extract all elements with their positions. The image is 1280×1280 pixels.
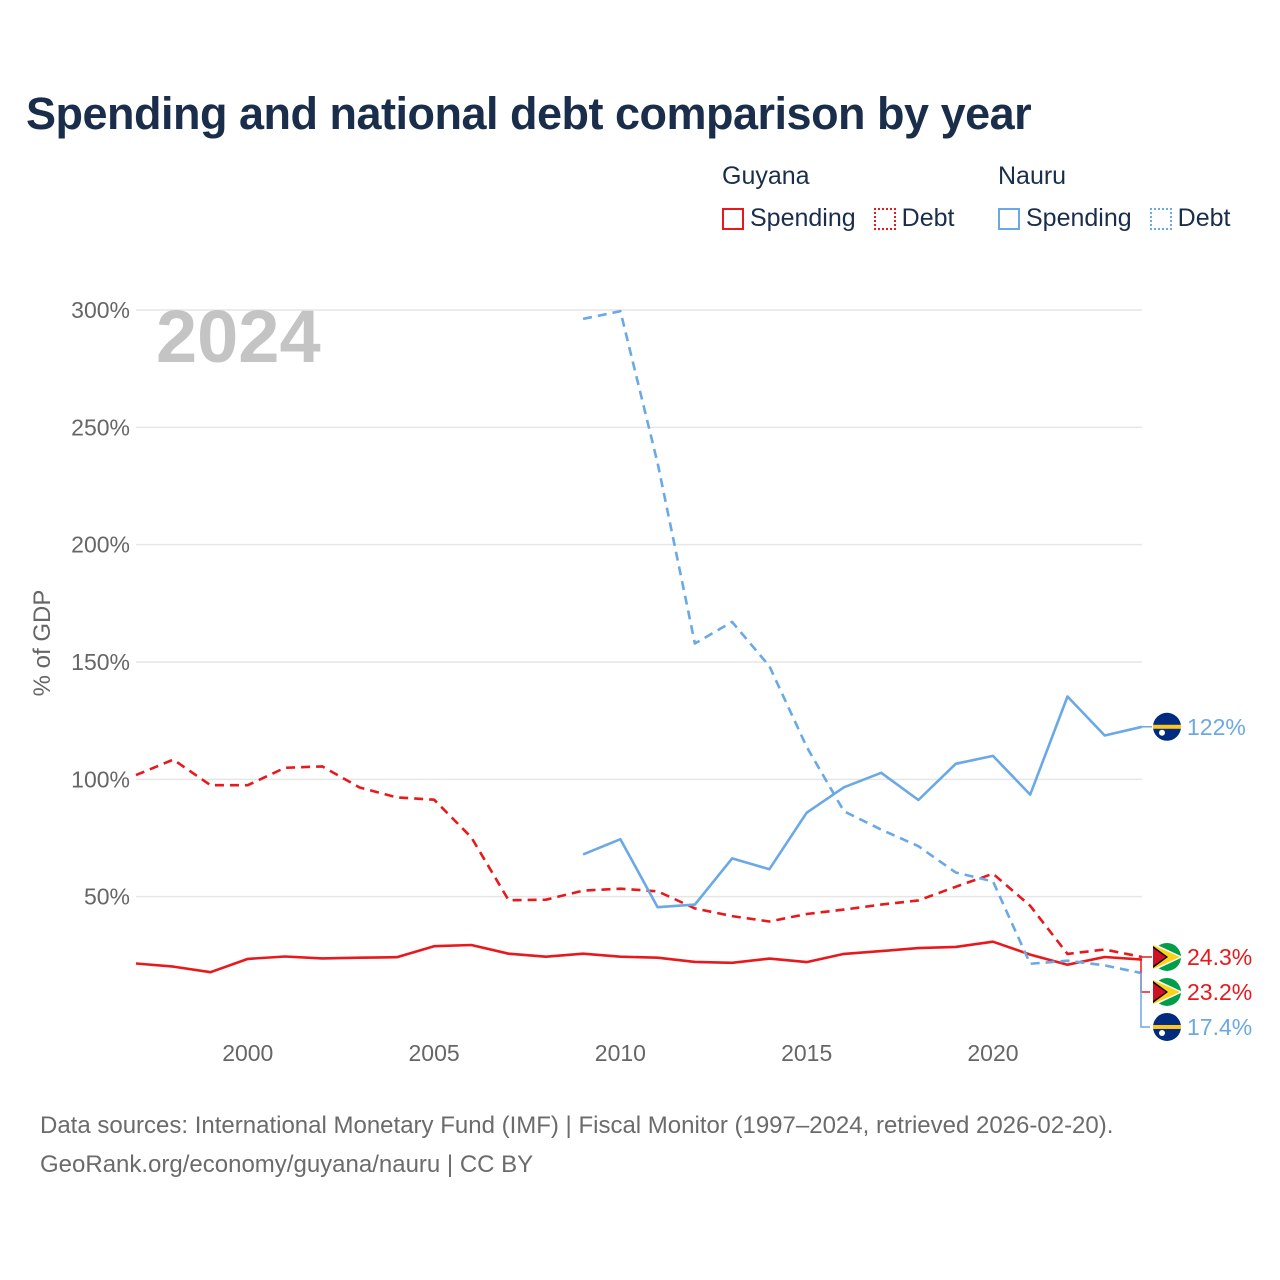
legend-item-guyana-spending[interactable]: Spending <box>722 204 856 233</box>
x-axis-ticks: 2000 2005 2010 2015 2020 <box>222 1040 1018 1066</box>
y-axis-ticks: 50% 100% 150% 200% 250% 300% <box>71 297 130 910</box>
legend-group-title: Nauru <box>998 162 1067 190</box>
end-labels: 122% 24.3% 23.2% 17.4% <box>1140 712 1252 1041</box>
series-line-nauru-spending[interactable] <box>582 695 1143 909</box>
y-axis-label: % of GDP <box>29 590 56 697</box>
end-value-label: 17.4% <box>1187 1014 1252 1040</box>
x-tick-label: 2005 <box>408 1040 459 1066</box>
series-line-nauru-debt[interactable] <box>582 309 1143 975</box>
y-tick-label: 50% <box>84 884 130 910</box>
y-tick-label: 300% <box>71 297 130 323</box>
footer: Data sources: International Monetary Fun… <box>40 1106 1113 1184</box>
legend-group-guyana: Guyana Spending Debt <box>722 162 954 233</box>
x-tick-label: 2020 <box>967 1040 1018 1066</box>
legend-group-nauru: Nauru Spending Debt <box>998 162 1230 233</box>
x-tick-label: 2010 <box>595 1040 646 1066</box>
nauru-flag-icon <box>1153 1012 1181 1041</box>
legend-item-nauru-spending[interactable]: Spending <box>998 204 1132 233</box>
solid-line-swatch-icon <box>998 207 1020 230</box>
dotted-line-swatch-icon <box>873 207 896 230</box>
series-lines <box>135 309 1143 975</box>
chart-title: Spending and national debt comparison by… <box>26 88 1032 139</box>
line-chart: 50% 100% 150% 200% 250% 300% 2000 2005 2010 2015… <box>29 295 1252 1066</box>
gridlines <box>136 309 1142 898</box>
end-value-label: 122% <box>1187 714 1246 740</box>
year-watermark: 2024 <box>156 295 321 378</box>
y-tick-label: 100% <box>71 766 130 792</box>
series-line-guyana-spending[interactable] <box>135 940 1143 974</box>
x-tick-label: 2000 <box>222 1040 273 1066</box>
nauru-flag-icon <box>1153 712 1181 741</box>
x-tick-label: 2015 <box>781 1040 832 1066</box>
source-link[interactable]: GeoRank.org/economy/guyana/nauru | CC BY <box>40 1151 534 1178</box>
series-line-guyana-debt[interactable] <box>135 758 1143 959</box>
dotted-line-swatch-icon <box>1149 207 1172 230</box>
legend-group-title: Guyana <box>722 162 810 190</box>
legend-item-label: Debt <box>1177 204 1231 232</box>
solid-line-swatch-icon <box>722 207 744 230</box>
data-source-note: Data sources: International Monetary Fun… <box>40 1112 1114 1139</box>
end-value-label: 24.3% <box>1187 944 1252 970</box>
legend-item-label: Debt <box>901 204 955 232</box>
end-value-label: 23.2% <box>1187 979 1252 1005</box>
legend-item-label: Spending <box>750 204 856 232</box>
legend-item-nauru-debt[interactable]: Debt <box>1149 204 1231 233</box>
guyana-flag-icon <box>1153 942 1183 971</box>
end-label-connector <box>1140 972 1150 1028</box>
y-tick-label: 200% <box>71 532 130 558</box>
legend-item-label: Spending <box>1026 204 1132 232</box>
guyana-flag-icon <box>1153 977 1183 1006</box>
legend-item-guyana-debt[interactable]: Debt <box>873 204 955 233</box>
y-tick-label: 150% <box>71 649 130 675</box>
y-tick-label: 250% <box>71 414 130 440</box>
end-label-connector <box>1140 958 1150 993</box>
